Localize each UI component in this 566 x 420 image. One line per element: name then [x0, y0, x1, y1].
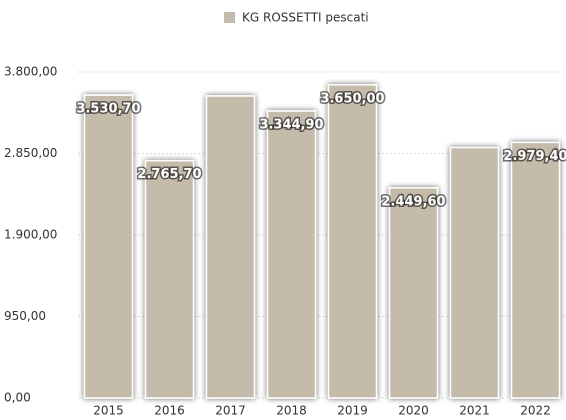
y-tick-label: 950,00	[4, 309, 46, 323]
y-tick-label: 2.850,00	[4, 146, 57, 160]
value-label: 2.765,70	[137, 167, 201, 182]
legend-swatch	[224, 12, 235, 23]
legend-label: KG ROSSETTI pescati	[242, 11, 369, 25]
x-tick-label: 2019	[337, 404, 368, 418]
bar	[388, 187, 439, 399]
x-tick-label: 2015	[93, 404, 124, 418]
bar	[83, 94, 134, 399]
x-tick-label: 2020	[398, 404, 429, 418]
bar	[205, 95, 256, 399]
bar	[510, 141, 561, 399]
bar	[266, 110, 317, 399]
y-tick-label: 0,00	[4, 391, 31, 405]
x-tick-label: 2018	[276, 404, 307, 418]
x-tick-label: 2016	[154, 404, 185, 418]
value-label: 3.344,90	[259, 118, 323, 133]
y-tick-label: 1.900,00	[4, 228, 57, 242]
bar	[144, 159, 195, 399]
value-label: 3.650,00	[320, 91, 384, 106]
bar	[449, 146, 500, 399]
x-tick-label: 2021	[459, 404, 490, 418]
value-label: 2.979,40	[503, 149, 566, 164]
value-label: 3.530,70	[76, 102, 140, 117]
x-tick-label: 2022	[520, 404, 551, 418]
y-tick-label: 3.800,00	[4, 65, 57, 79]
value-label: 2.449,60	[381, 194, 445, 209]
x-tick-label: 2017	[215, 404, 246, 418]
bar	[327, 84, 378, 399]
